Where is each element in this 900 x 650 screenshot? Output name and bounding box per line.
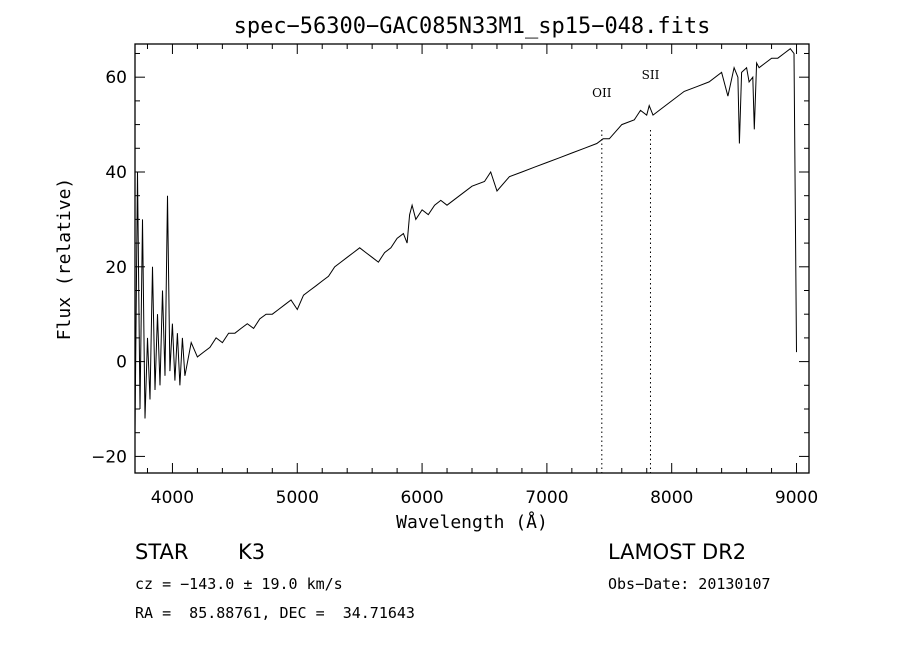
object-type: STAR xyxy=(135,540,189,564)
coordinates: RA = 85.88761, DEC = 34.71643 xyxy=(135,604,415,622)
x-tick-label: 9000 xyxy=(775,488,818,508)
y-tick-label: 60 xyxy=(105,68,127,88)
x-tick-label: 6000 xyxy=(400,488,443,508)
x-tick-label: 7000 xyxy=(525,488,568,508)
x-tick-label: 5000 xyxy=(276,488,319,508)
line-label-oii: OII xyxy=(592,86,612,100)
emission-line-markers: OII SII xyxy=(592,68,660,473)
spectrum-line xyxy=(134,48,797,433)
y-tick-label: 0 xyxy=(116,353,127,373)
y-tick-label: 20 xyxy=(105,258,127,278)
redshift-velocity: cz = −143.0 ± 19.0 km/s xyxy=(135,575,343,593)
x-axis-label: Wavelength (Å) xyxy=(396,511,548,533)
plot-frame xyxy=(134,43,810,474)
axis-ticks: 4000 5000 6000 7000 8000 9000 −20 0 20 40 60 xyxy=(91,44,818,508)
y-axis-label: Flux (relative) xyxy=(54,178,75,341)
y-tick-label: 40 xyxy=(105,163,127,183)
chart-title: spec−56300−GAC085N33M1_sp15−048.fits xyxy=(234,14,711,39)
survey-name: LAMOST DR2 xyxy=(608,540,747,564)
x-tick-label: 4000 xyxy=(151,488,194,508)
x-tick-label: 8000 xyxy=(650,488,693,508)
y-tick-label: −20 xyxy=(91,447,127,467)
observation-date: Obs−Date: 20130107 xyxy=(608,575,771,593)
object-subclass: K3 xyxy=(238,540,266,564)
line-label-sii: SII xyxy=(642,68,660,82)
